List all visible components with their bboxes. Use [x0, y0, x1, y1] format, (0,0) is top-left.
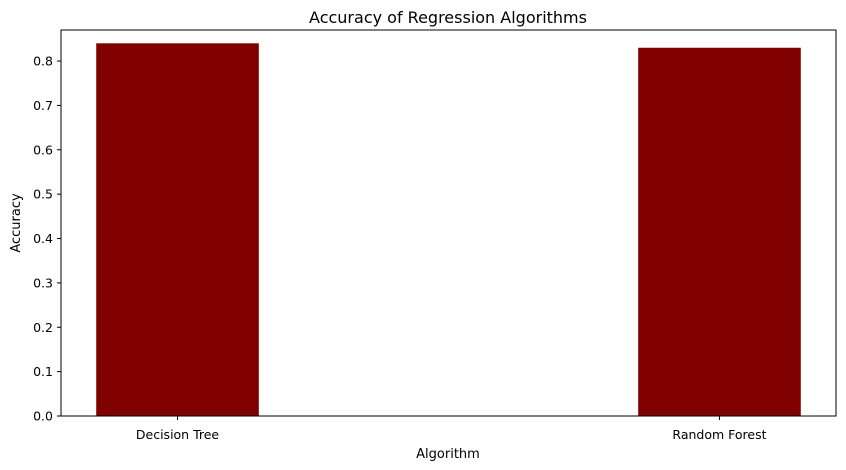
bar-decision-tree — [96, 43, 259, 417]
y-axis-ticks: 0.0 0.1 0.2 0.3 0.4 0.5 0.6 0.7 0.8 — [33, 54, 61, 424]
y-tick-label: 0.1 — [33, 364, 53, 379]
y-tick-label: 0.5 — [33, 187, 53, 202]
y-tick-label: 0.2 — [33, 320, 53, 335]
y-tick-label: 0.4 — [33, 231, 53, 246]
x-tick-label: Random Forest — [672, 427, 766, 442]
bar-random-forest — [638, 47, 801, 416]
x-axis-label: Algorithm — [416, 447, 480, 462]
y-tick-label: 0.7 — [33, 98, 53, 113]
plot-frame — [60, 29, 837, 417]
x-tick-label: Decision Tree — [136, 427, 220, 442]
y-tick-label: 0.6 — [33, 142, 53, 157]
y-tick-label: 0.3 — [33, 275, 53, 290]
y-tick-label: 0.8 — [33, 54, 53, 69]
chart-title: Accuracy of Regression Algorithms — [309, 8, 587, 27]
x-axis-ticks: Decision Tree Random Forest — [136, 416, 767, 442]
y-axis-label: Accuracy — [9, 193, 24, 253]
bars-group — [96, 43, 801, 417]
y-tick-label: 0.0 — [33, 409, 53, 424]
